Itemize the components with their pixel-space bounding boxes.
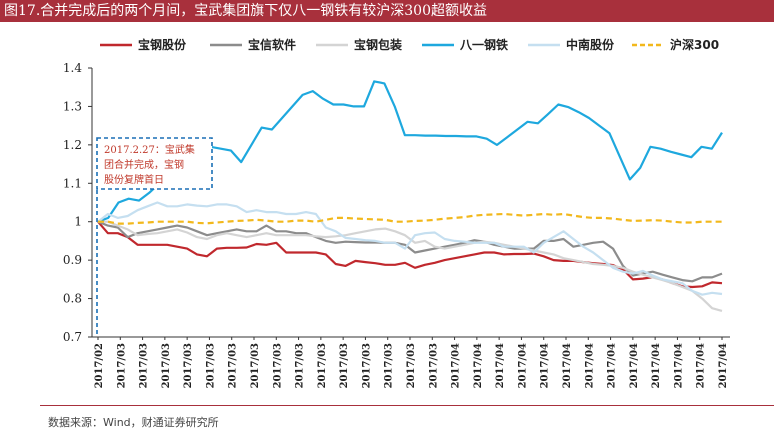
x-tick-label: 2017/04 — [696, 343, 707, 388]
series-line-5 — [97, 201, 723, 296]
series-line-6 — [98, 212, 722, 225]
annotation-text-line-2: 团合并完成，宝钢 — [104, 158, 184, 171]
x-tick-label: 2017/03 — [183, 343, 194, 388]
x-tick-label: 2017/03 — [361, 343, 372, 388]
x-tick-label: 2017/04 — [718, 343, 729, 388]
x-tick-label: 2017/03 — [116, 343, 127, 388]
series-line-1 — [97, 220, 723, 289]
x-tick-label: 2017/03 — [250, 343, 261, 388]
x-tick-label: 2017/04 — [651, 343, 662, 388]
legend-label-4: 八一钢铁 — [459, 37, 508, 52]
annotation-text-line-3: 股份复牌首日 — [104, 173, 164, 186]
title-bar: 图17.合并完成后的两个月间，宝武集团旗下仅八一钢铁有较沪深300超额收益 — [0, 0, 774, 22]
annotation-text-line-1: 2017.2.27：宝武集 — [104, 143, 195, 156]
x-tick-label: 2017/04 — [540, 343, 551, 388]
footer-divider — [40, 405, 774, 406]
legend-label-2: 宝信软件 — [248, 37, 296, 52]
x-tick-label: 2017/03 — [295, 343, 306, 388]
legend-label-1: 宝钢股份 — [138, 37, 187, 52]
legend-label-5: 中南股份 — [566, 37, 615, 52]
chart-legend: 宝钢股份 宝信软件 宝钢包装 八一钢铁 中南股份 沪深300 — [100, 37, 719, 52]
x-tick-label: 2017/03 — [317, 343, 328, 388]
x-tick-label: 2017/03 — [272, 343, 283, 388]
legend-label-6: 沪深300 — [670, 37, 719, 52]
x-tick-label: 2017/03 — [406, 343, 417, 388]
annotation-box — [96, 137, 213, 190]
x-tick-label: 2017/03 — [139, 343, 150, 388]
x-tick-label: 2017/03 — [205, 343, 216, 388]
y-tick-label: 1.3 — [63, 99, 82, 113]
y-tick-label: 1.1 — [63, 176, 82, 190]
x-tick-label: 2017/04 — [607, 343, 618, 388]
x-tick-label: 2017/04 — [517, 343, 528, 388]
y-tick-label: 1.4 — [63, 61, 82, 75]
y-tick-label: 0.8 — [63, 292, 82, 306]
chart-plot-area — [97, 80, 723, 312]
x-tick-label: 2017/04 — [673, 343, 684, 388]
chart-axes: 1.4 1.3 1.2 1.1 1 0.9 0.8 0.7 2017/02 2017/03 2017… — [63, 61, 730, 388]
x-tick-label: 2017/02 — [94, 343, 105, 388]
chart-title: 图17.合并完成后的两个月间，宝武集团旗下仅八一钢铁有较沪深300超额收益 — [4, 3, 487, 19]
y-tick-label: 0.7 — [63, 330, 82, 344]
y-tick-label: 1.2 — [63, 138, 82, 152]
x-tick-label: 2017/04 — [584, 343, 595, 388]
y-tick-label: 1 — [74, 215, 82, 229]
x-tick-label: 2017/03 — [339, 343, 350, 388]
y-tick-label: 0.9 — [63, 253, 82, 267]
series-line-3 — [98, 220, 723, 312]
legend-label-3: 宝钢包装 — [354, 37, 402, 52]
x-tick-label: 2017/04 — [473, 343, 484, 388]
source-note: 数据来源：Wind，财通证券研究所 — [48, 416, 219, 429]
x-tick-label: 2017/04 — [495, 343, 506, 388]
line-chart: 宝钢股份 宝信软件 宝钢包装 八一钢铁 中南股份 沪深300 1.4 1.3 1.2 1.1 1 0… — [63, 37, 730, 388]
x-tick-label: 2017/03 — [428, 343, 439, 388]
series-line-2 — [97, 220, 723, 283]
x-tick-label: 2017/03 — [161, 343, 172, 388]
x-tick-label: 2017/03 — [384, 343, 395, 388]
x-tick-label: 2017/04 — [562, 343, 573, 388]
x-tick-label: 2017/03 — [228, 343, 239, 388]
x-tick-label: 2017/04 — [629, 343, 640, 388]
x-tick-label: 2017/04 — [451, 343, 462, 388]
